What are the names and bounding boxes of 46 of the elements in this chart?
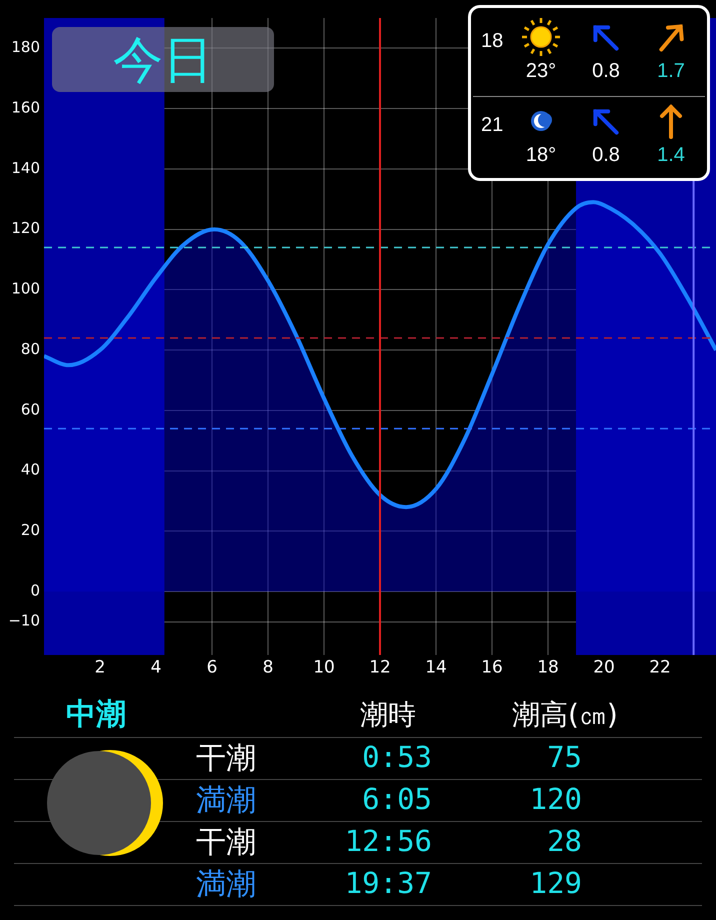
y-tick-label: −10: [8, 612, 40, 630]
x-tick-label: 2: [94, 658, 106, 678]
chart-title: 今日: [113, 30, 213, 88]
x-tick-label: 4: [150, 658, 162, 678]
y-tick-label: 140: [11, 158, 40, 177]
text: 75: [547, 740, 582, 774]
x-tick-label: 20: [593, 658, 615, 678]
text: 129: [530, 866, 582, 900]
y-tick-label: 120: [11, 219, 40, 238]
annotation: 21: [481, 114, 504, 136]
annotation: 1.7: [657, 60, 685, 82]
x-tick-label: 22: [649, 658, 671, 678]
x-tick-label: 16: [481, 658, 503, 678]
x-tick-label: 6: [206, 658, 218, 678]
x-tick-label: 8: [262, 658, 274, 678]
text: 満潮: [196, 867, 256, 902]
text: 12:56: [344, 824, 432, 858]
y-tick-label: 60: [20, 400, 40, 418]
y-tick-label: 160: [11, 98, 40, 116]
annotation: 18°: [526, 144, 556, 166]
text: 干潮: [196, 741, 256, 776]
y-tick-label: 100: [11, 280, 40, 298]
annotation: 1.4: [657, 144, 685, 166]
annotation: 0.8: [592, 144, 620, 166]
annotation: 23°: [526, 60, 556, 82]
x-tick-label: 10: [313, 658, 335, 678]
text: 潮時: [360, 698, 416, 731]
text: 28: [547, 824, 582, 858]
annotation: 0.8: [592, 60, 620, 82]
text: 6:05: [362, 782, 432, 816]
x-tick-label: 14: [425, 658, 447, 678]
x-tick-label: 18: [537, 658, 559, 678]
y-tick-label: 20: [20, 521, 40, 540]
y-tick-label: 180: [11, 38, 40, 56]
text: 120: [530, 782, 582, 816]
text: 0:53: [362, 740, 432, 774]
text: 潮高(㎝): [512, 698, 618, 731]
text: 満潮: [196, 783, 256, 818]
text: 19:37: [344, 866, 432, 900]
text: 中潮: [66, 697, 126, 732]
text: 干潮: [196, 825, 256, 860]
y-tick-label: 80: [20, 340, 40, 358]
annotation: 18: [481, 30, 504, 52]
y-tick-label: 40: [20, 460, 40, 479]
x-tick-label: 12: [369, 658, 391, 678]
y-tick-label: 0: [30, 581, 40, 600]
